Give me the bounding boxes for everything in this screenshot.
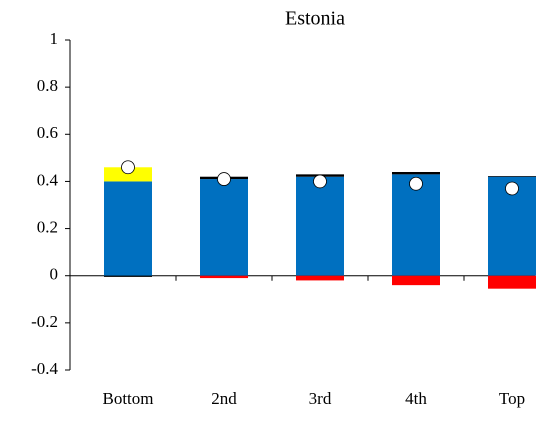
- y-tick-label: 0.4: [37, 170, 59, 189]
- bar-segment: [200, 275, 248, 279]
- x-tick-label: Top: [499, 389, 525, 408]
- marker: [505, 181, 519, 196]
- y-tick-label: 0.2: [37, 217, 58, 236]
- bar-segment: [104, 167, 152, 182]
- marker: [409, 176, 423, 191]
- bar-segment: [104, 275, 152, 277]
- y-tick-label: -0.2: [31, 312, 58, 331]
- marker: [313, 174, 327, 189]
- x-tick-label: Bottom: [102, 389, 153, 408]
- x-tick-label: 4th: [405, 389, 427, 408]
- bar-segment: [296, 275, 344, 281]
- x-tick-label: 3rd: [309, 389, 332, 408]
- bar-segment: [392, 174, 440, 276]
- bar-segment: [488, 275, 536, 289]
- y-tick-label: -0.4: [31, 359, 58, 378]
- bar-segment: [392, 275, 440, 286]
- chart-title: Estonia: [285, 8, 345, 30]
- bar-segment: [392, 172, 440, 175]
- bar-segment: [104, 181, 152, 276]
- bar-segment: [200, 179, 248, 276]
- y-tick-label: 0: [50, 265, 59, 284]
- marker: [217, 172, 231, 186]
- bar-segment: [488, 176, 536, 177]
- y-tick-label: 0.8: [37, 76, 58, 95]
- x-tick-label: 2nd: [211, 389, 237, 408]
- y-tick-label: 0.6: [37, 123, 58, 142]
- bar-segment: [296, 176, 344, 276]
- marker: [121, 160, 135, 175]
- y-tick-label: 1: [50, 29, 59, 48]
